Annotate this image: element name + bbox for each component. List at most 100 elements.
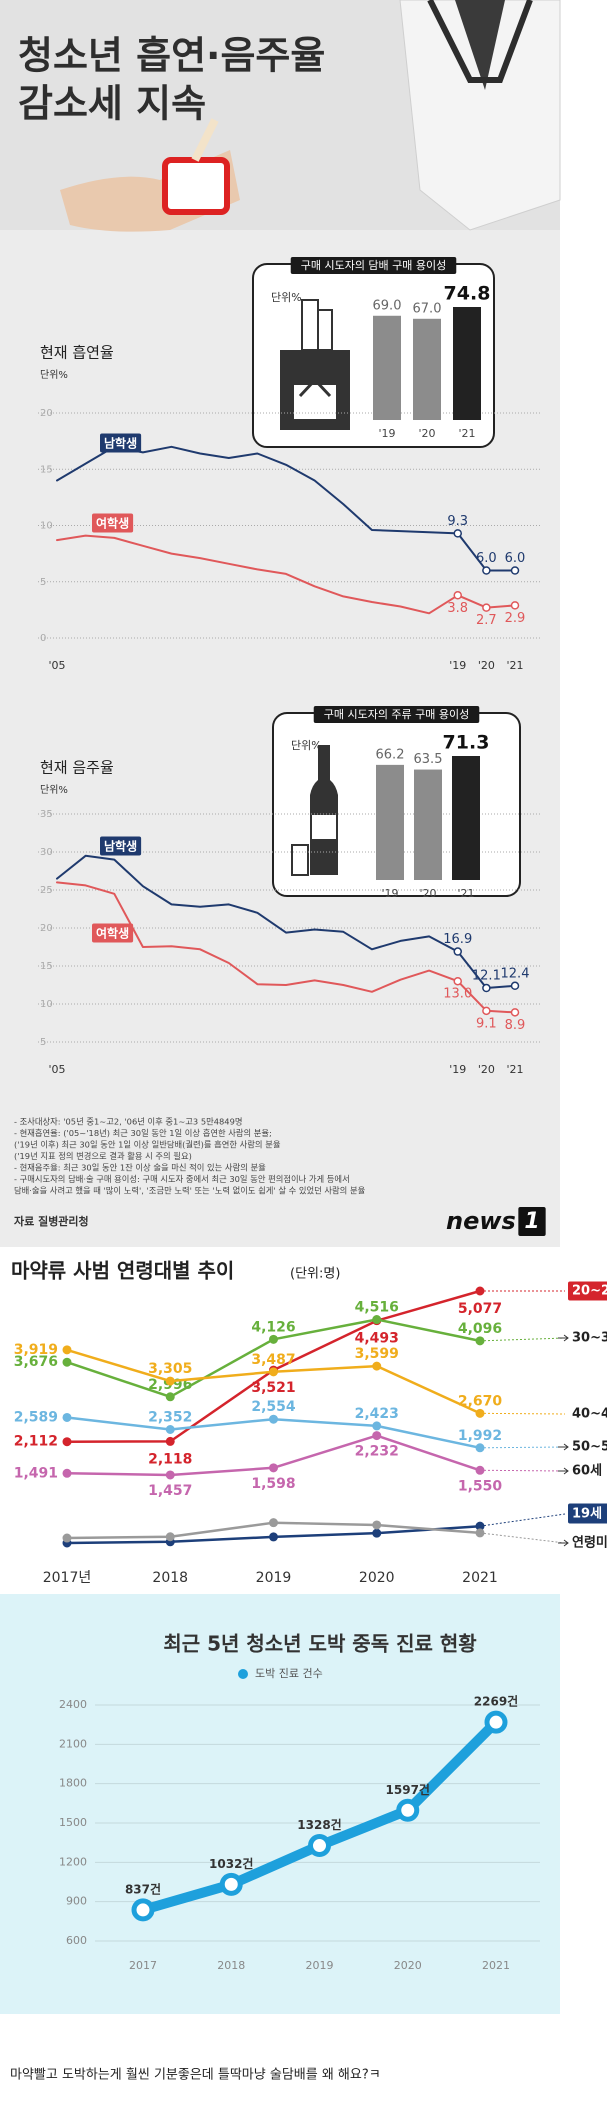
- data-point: [510, 981, 520, 991]
- data-point: [482, 603, 491, 612]
- unit-label: (단위:명): [290, 1267, 340, 1282]
- y-tick-label: 0: [40, 633, 46, 644]
- data-point: [453, 529, 462, 538]
- data-label: 1,457: [148, 1483, 192, 1499]
- data-point: [372, 1431, 382, 1441]
- series-line: [56, 881, 516, 1014]
- data-label: 2.9: [505, 611, 526, 626]
- chart-title: 마약류 사범 연령대별 추이: [11, 1259, 234, 1283]
- x-tick-label: '19: [449, 659, 466, 672]
- x-tick-label: 2018: [152, 1570, 188, 1586]
- cigarette-pack-illustration: [162, 157, 230, 215]
- data-label: 3,919: [14, 1342, 58, 1358]
- label-box: [568, 1281, 607, 1301]
- x-tick-label: '19: [449, 1063, 466, 1076]
- bar: [452, 756, 480, 880]
- data-label: 6.0: [476, 551, 497, 566]
- data-label: 74.8: [444, 283, 491, 305]
- data-label: 3,305: [148, 1361, 192, 1377]
- data-point: [482, 1006, 491, 1016]
- chart-title: 현재 흡연율: [40, 344, 114, 362]
- legend-arrow: [558, 1334, 569, 1342]
- legend-arrow: [558, 1443, 569, 1451]
- data-label: 16.9: [443, 932, 472, 947]
- data-label: 837건: [125, 1881, 161, 1896]
- data-point: [165, 1376, 175, 1386]
- data-point: [396, 1798, 420, 1822]
- y-tick-label: 2100: [59, 1737, 87, 1750]
- label-box: [290, 257, 457, 274]
- data-label: 1032건: [209, 1856, 253, 1871]
- vest-illustration: [399, 0, 561, 231]
- data-point: [62, 1468, 72, 1478]
- data-point: [475, 1443, 485, 1453]
- data-point: [62, 1357, 72, 1367]
- data-point: [269, 1518, 278, 1528]
- legend-swatch: [238, 1669, 248, 1679]
- series-name: 남학생: [104, 839, 137, 854]
- data-label: 66.2: [376, 747, 405, 762]
- data-point: [165, 1532, 175, 1542]
- data-point: [475, 1286, 485, 1296]
- y-tick-label: 5: [40, 1037, 46, 1048]
- label-box: [313, 706, 480, 723]
- bottle-icon: [291, 745, 338, 876]
- bar: [413, 318, 441, 420]
- x-tick-label: 2020: [359, 1570, 395, 1586]
- note-line: - 조사대상자: '05년 중1~고2, '06년 이후 중1~고3 5만484…: [14, 1117, 242, 1127]
- post-caption: 마약빨고 도박하는게 훨씬 기분좋은데 틀딱마냥 술담배를 왜 해요?ㅋ: [10, 2068, 381, 2083]
- label-box: [568, 1503, 607, 1524]
- infographic-title: 청소년 흡연·음주율: [18, 34, 325, 78]
- series-name: 60세 이상: [572, 1463, 607, 1479]
- data-point: [372, 1528, 382, 1538]
- y-tick-label: 10: [40, 521, 53, 532]
- data-label: 1,491: [14, 1465, 58, 1481]
- data-label: 2,352: [148, 1410, 192, 1426]
- cigarette-icon: [280, 299, 350, 430]
- data-label: 3,521: [251, 1380, 295, 1396]
- data-point: [165, 1425, 175, 1435]
- x-tick-label: 2019: [306, 1959, 334, 1972]
- x-tick-label: '21: [457, 887, 474, 900]
- y-tick-label: 10: [40, 999, 53, 1010]
- data-label: 9.1: [476, 1016, 497, 1031]
- data-label: 12.4: [501, 966, 530, 981]
- chart-title: 현재 음주율: [40, 759, 114, 777]
- x-tick-label: '20: [418, 427, 435, 440]
- data-point: [62, 1437, 72, 1447]
- data-point: [269, 1414, 278, 1424]
- data-label: 1,992: [458, 1428, 502, 1444]
- y-tick-label: 1200: [59, 1855, 87, 1868]
- data-label: 8.9: [505, 1018, 526, 1033]
- bar: [453, 307, 481, 420]
- label-box: [100, 433, 142, 453]
- x-tick-label: '20: [419, 887, 436, 900]
- data-label: 2,589: [14, 1409, 58, 1425]
- data-point: [475, 1465, 485, 1475]
- data-label: 9.3: [447, 514, 468, 529]
- series-name: 여학생: [96, 516, 129, 531]
- data-label: 13.0: [443, 987, 472, 1002]
- bar: [414, 769, 442, 880]
- x-tick-label: 2021: [462, 1570, 498, 1586]
- data-point: [165, 1436, 175, 1446]
- data-label: 12.1: [472, 969, 501, 984]
- data-label: 4,493: [355, 1331, 399, 1347]
- x-tick-label: 2018: [217, 1959, 245, 1972]
- data-label: 3,599: [355, 1346, 399, 1362]
- data-point: [372, 1361, 382, 1371]
- data-point: [482, 566, 491, 575]
- y-tick-label: 1500: [59, 1816, 87, 1829]
- data-point: [269, 1463, 278, 1473]
- data-label: 2,232: [355, 1444, 399, 1460]
- data-point: [453, 947, 462, 956]
- note-line: ('19년 지표 정의 변경으로 결과 활용 시 주의 필요): [14, 1151, 192, 1161]
- vest-trim: [427, 0, 533, 83]
- label-box: [518, 1207, 546, 1236]
- y-tick-label: 900: [66, 1895, 87, 1908]
- data-point: [372, 1315, 382, 1325]
- data-point: [372, 1421, 382, 1431]
- y-tick-label: 15: [40, 961, 53, 972]
